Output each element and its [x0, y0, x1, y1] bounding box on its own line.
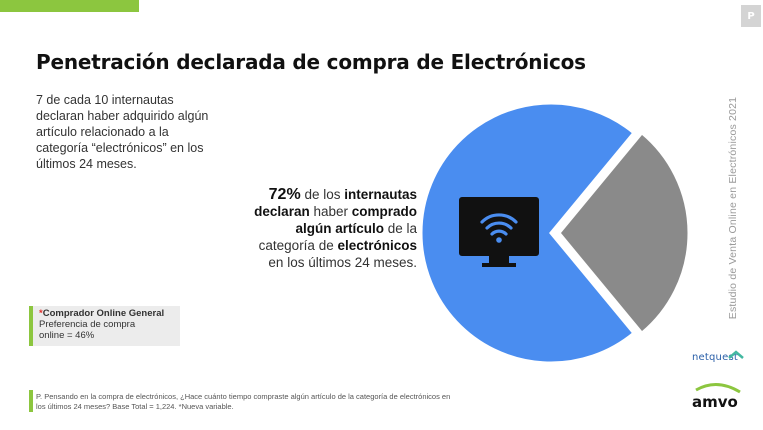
highlight-pct: 72% — [268, 186, 301, 203]
amvo-logo: amvo — [692, 383, 741, 411]
footnote: P. Pensando en la compra de electrónicos… — [36, 392, 451, 411]
top-accent-bar — [0, 0, 139, 12]
page-tag: P — [741, 5, 761, 27]
footnote-accent-bar — [29, 390, 33, 412]
intro-text: 7 de cada 10 internautas declaran haber … — [36, 93, 209, 171]
callout-line-2: online = 46% — [39, 330, 95, 341]
page-title: Penetración declarada de compra de Elect… — [36, 50, 586, 74]
pie-slice-2 — [557, 130, 691, 336]
wifi-monitor-icon — [459, 197, 539, 267]
netquest-logo: netquest — [692, 352, 738, 363]
callout-title: Comprador Online General — [42, 308, 165, 319]
callout-box: *Comprador Online General Preferencia de… — [29, 306, 180, 346]
netquest-mark-icon — [728, 350, 744, 359]
side-study-title: Estudio de Venta Online en Electrónicos … — [727, 96, 739, 320]
callout-line-1: Preferencia de compra — [39, 319, 136, 330]
highlight-text: 72% de los internautas declaran haber co… — [254, 186, 417, 270]
svg-text:amvo: amvo — [692, 393, 738, 411]
